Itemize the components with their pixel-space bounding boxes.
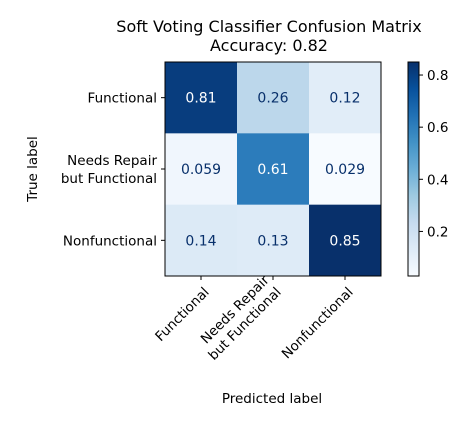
- heatmap-cell: [165, 62, 238, 134]
- x-tick-label: Nonfunctional: [279, 284, 357, 362]
- colorbar-ticks: 0.2 0.4 0.6 0.8: [419, 68, 448, 240]
- heatmap-cell: [309, 204, 382, 277]
- x-tick-label-group: Nonfunctional: [279, 284, 357, 362]
- cell-value-label: 0.61: [257, 162, 288, 178]
- heatmap-cell: [165, 204, 238, 277]
- x-axis-label: Predicted label: [222, 391, 322, 407]
- heatmap-cell-labels: 0.81 0.26 0.12 0.059 0.61 0.029 0.14 0.13 0.85: [181, 91, 365, 250]
- y-tick-label: Needs Repair: [67, 153, 157, 169]
- cell-value-label: 0.81: [185, 91, 216, 107]
- colorbar-tick-label: 0.2: [427, 224, 448, 240]
- cell-value-label: 0.029: [325, 162, 365, 178]
- heatmap-cell: [237, 133, 310, 206]
- colorbar-tick-label: 0.8: [427, 68, 448, 84]
- chart-title: Soft Voting Classifier Confusion Matrix: [116, 17, 421, 36]
- colorbar-tick-label: 0.6: [427, 120, 448, 136]
- y-axis-label: True label: [25, 136, 41, 203]
- heatmap-cell: [165, 133, 238, 206]
- y-tick-label: Nonfunctional: [63, 233, 157, 249]
- y-tick-label: but Functional: [61, 171, 157, 187]
- heatmap-cell: [309, 133, 382, 206]
- cell-value-label: 0.059: [181, 162, 221, 178]
- colorbar-tick-label: 0.4: [427, 172, 448, 188]
- y-tick-label: Functional: [88, 91, 157, 107]
- heatmap-cell: [309, 62, 382, 134]
- heatmap-cells: [165, 62, 382, 277]
- colorbar: [407, 61, 420, 277]
- cell-value-label: 0.12: [329, 91, 360, 107]
- cell-value-label: 0.13: [257, 233, 288, 249]
- chart-subtitle: Accuracy: 0.82: [210, 36, 328, 55]
- cell-value-label: 0.26: [257, 91, 288, 107]
- y-tick-labels: Functional Needs Repair but Functional Nonf…: [61, 91, 165, 249]
- heatmap-cell: [237, 204, 310, 277]
- heatmap-cell: [237, 62, 310, 134]
- cell-value-label: 0.85: [329, 233, 360, 249]
- cell-value-label: 0.14: [185, 233, 216, 249]
